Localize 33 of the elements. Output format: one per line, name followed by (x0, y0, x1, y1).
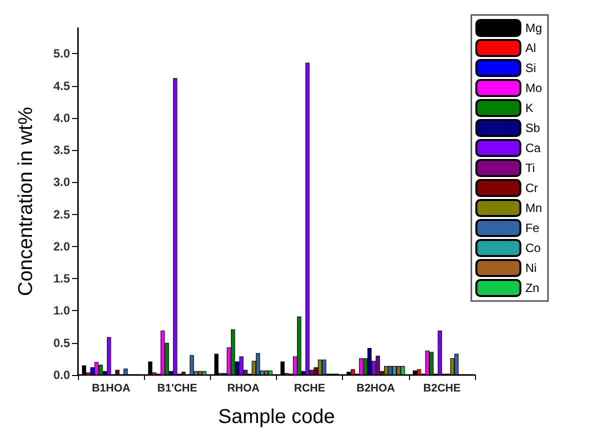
y-tick-label: 3.0 (53, 175, 70, 190)
y-tick-label: 5.0 (53, 46, 70, 61)
y-tick-label: 1.5 (53, 272, 70, 286)
legend-label: Ca (525, 141, 541, 155)
y-tick-label: 4.0 (53, 110, 70, 125)
x-tick-label: B2HOA (356, 382, 396, 394)
x-tick-label: RHOA (227, 382, 260, 394)
legend-label: Zn (525, 281, 540, 295)
x-tick-label: RCHE (294, 382, 326, 394)
y-axis-title: Concentration in wt% (15, 106, 37, 296)
legend-label: Ti (525, 161, 535, 175)
legend-label: Ni (525, 261, 537, 275)
y-tick-label: 3.5 (53, 143, 70, 158)
y-tick-label: 2.5 (53, 207, 70, 222)
legend-label: Si (525, 61, 536, 75)
legend-label: Co (525, 241, 541, 255)
legend-label: Cr (525, 181, 538, 195)
y-tick-label: 0.5 (53, 336, 70, 350)
legend-label: Fe (525, 221, 540, 235)
y-tick-label: 4.5 (53, 78, 70, 93)
legend-label: Mn (525, 201, 542, 215)
legend-label: Sb (525, 121, 540, 135)
x-tick-label: B1HOA (92, 382, 130, 394)
legend-label: Mo (525, 81, 542, 95)
x-axis-title: Sample code (218, 406, 335, 428)
x-tick-label: B2CHE (423, 382, 461, 394)
legend-label: K (525, 101, 534, 115)
y-tick-label: 2.0 (53, 239, 70, 254)
y-tick-label: 1.0 (53, 304, 70, 318)
y-tick-label: 0.0 (53, 368, 70, 382)
x-tick-label: B1'CHE (157, 382, 198, 394)
legend-label: Mg (525, 21, 542, 35)
legend-label: Al (525, 41, 536, 55)
